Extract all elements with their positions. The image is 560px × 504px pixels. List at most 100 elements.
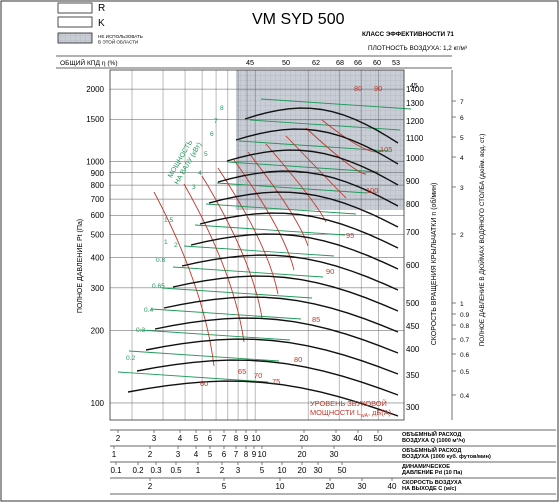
noise-value-90-top: 90 (374, 84, 382, 93)
speed-curve-0 (127, 380, 399, 417)
x-axis-3-label-1: СКОРОСТЬ ВОЗДУХА (402, 480, 462, 486)
noise-line-7 (201, 175, 263, 319)
legend: R K НЕ ИСПОЛЬЗОВАТЬ В ЭТОЙ ОБЛАСТИ (57, 2, 143, 45)
speed-axis-ticks: 1400 1300 1200 1100 1000 900 800 700 600 500 450 40… (406, 85, 424, 412)
chart-title: VM SYD 500 (252, 11, 345, 28)
noise-value-80-top: 80 (354, 84, 362, 93)
legend-r-swatch (57, 2, 93, 14)
noise-value-75: 75 (272, 377, 280, 386)
inch-tick-4: 4 (460, 155, 464, 162)
speed-curve-13 (244, 107, 399, 144)
x-axis-3-tick-1: 5 (222, 482, 227, 491)
power-line-13 (260, 98, 412, 110)
x-axis-1-label-2: ВОЗДУХА (1000 куб. футов/мин) (402, 453, 491, 460)
y-tick-400: 400 (91, 254, 105, 263)
speed-curve-2 (145, 338, 399, 375)
speed-tick-1300: 1300 (406, 99, 424, 108)
noise-line-8 (183, 183, 245, 343)
speed-tick-900: 900 (406, 177, 420, 186)
inch-tick-7: 7 (460, 99, 464, 106)
x-axis-0-tick-6: 8 (234, 434, 239, 443)
y-tick-2000: 2000 (86, 85, 104, 94)
y-tick-800: 800 (91, 181, 105, 190)
y-tick-1000: 1000 (86, 158, 104, 167)
x-axis-0-tick-0: 2 (116, 434, 121, 443)
noise-value-85: 85 (312, 315, 320, 324)
inch-tick-0.4: 0.4 (460, 393, 469, 400)
x-axis-1-tick-9: 10 (258, 450, 267, 459)
inch-tick-0.8: 0.8 (460, 323, 469, 330)
power-value-7: 1.5 (164, 217, 173, 224)
legend-not-used-line-1: НЕ ИСПОЛЬЗОВАТЬ (98, 34, 143, 39)
efficiency-value-3: 68 (336, 58, 344, 67)
power-line-11 (238, 140, 390, 152)
speed-curve-5 (172, 275, 399, 312)
x-axis-0-tick-9: 20 (300, 434, 309, 443)
legend-not-used-label: НЕ ИСПОЛЬЗОВАТЬ В ЭТОЙ ОБЛАСТИ (98, 34, 143, 45)
x-axis-1-tick-10: 20 (298, 450, 307, 459)
noise-line-6 (217, 167, 279, 295)
speed-curve-3 (154, 317, 399, 354)
x-axis-0-tick-5: 7 (222, 434, 227, 443)
x-axis-0-tick-4: 6 (208, 434, 213, 443)
x-axis-1-tick-4: 5 (208, 450, 213, 459)
x-axis-3-tick-4: 30 (358, 482, 367, 491)
noise-value-60: 60 (200, 379, 208, 388)
x-axis-2-tick-2: 0.3 (150, 466, 162, 475)
power-lines (117, 98, 412, 383)
inch-tick-0.9: 0.9 (460, 312, 469, 319)
legend-r-label: R (98, 3, 105, 14)
noise-value-95: 95 (346, 231, 354, 240)
noise-line-2 (285, 135, 347, 199)
noise-label-line-1: УРОВЕНЬ ЗВУКОВОЙ (310, 399, 387, 408)
power-value-2: 6 (210, 131, 214, 138)
inch-tick-2: 2 (460, 232, 464, 239)
legend-k-label: K (98, 18, 105, 29)
speed-tick-1100: 1100 (406, 134, 424, 143)
power-value-8: 1 (164, 239, 168, 246)
efficiency-value-5: 60 (373, 58, 381, 67)
y-tick-900: 900 (91, 169, 105, 178)
inch-tick-5: 5 (460, 135, 464, 142)
efficiency-value-2: 62 (312, 58, 320, 67)
inch-tick-0.7: 0.7 (460, 337, 469, 344)
efficiency-value-0: 45 (246, 58, 254, 67)
speed-curve-11 (226, 149, 399, 186)
noise-line-3 (265, 143, 327, 223)
plot-frame (109, 69, 405, 421)
speed-tick-500: 500 (406, 299, 420, 308)
power-line-6 (183, 245, 335, 257)
power-value-6: 2 (174, 242, 178, 249)
x-axis-3-tick-5: 40 (388, 482, 397, 491)
x-axis-2-tick-10: 30 (314, 466, 323, 475)
y-axis-label: ПОЛНОЕ ДАВЛЕНИЕ Pt (Па) (77, 219, 84, 313)
x-axis-0-tick-2: 4 (178, 434, 183, 443)
x-axis-3-label-2: НА ВЫХОДЕ С (м/с) (402, 486, 457, 492)
x-axis-1-tick-2: 3 (176, 450, 181, 459)
x-axis-0-tick-3: 5 (194, 434, 199, 443)
noise-value-90: 90 (326, 267, 334, 276)
speed-tick-350: 350 (406, 371, 420, 380)
power-line-1 (128, 350, 280, 362)
noise-value-65: 65 (238, 367, 246, 376)
power-line-5 (172, 266, 324, 278)
y-tick-300: 300 (91, 284, 105, 293)
speed-curve-6 (181, 254, 399, 291)
inch-tick-3: 3 (460, 185, 464, 192)
power-line-4 (161, 287, 313, 299)
noise-line-4 (247, 151, 309, 247)
power-line-3 (150, 308, 302, 320)
noise-label-line-2: МОЩНОСТИ LwA, дБ(A) (310, 408, 391, 419)
noise-label-subscript: wA (361, 413, 369, 419)
speed-tick-400: 400 (406, 345, 420, 354)
efficiency-value-4: 66 (354, 58, 362, 67)
power-line-12 (249, 119, 401, 131)
x-axis-2-tick-8: 10 (278, 466, 287, 475)
power-values: 876 5 43 2 1.5 1 0.8 0.65 0.4 0.3 0.2 (126, 105, 224, 362)
inch-axis-label: ПОЛНОЕ ДАВЛЕНИЕ В ДЮЙМАХ ВОДЯНОГО СТОЛБА… (477, 134, 486, 347)
power-value-9: 0.8 (156, 257, 165, 264)
x-axis-2-tick-0: 0.1 (110, 466, 122, 475)
x-axis-2-tick-3: 0.5 (170, 466, 182, 475)
